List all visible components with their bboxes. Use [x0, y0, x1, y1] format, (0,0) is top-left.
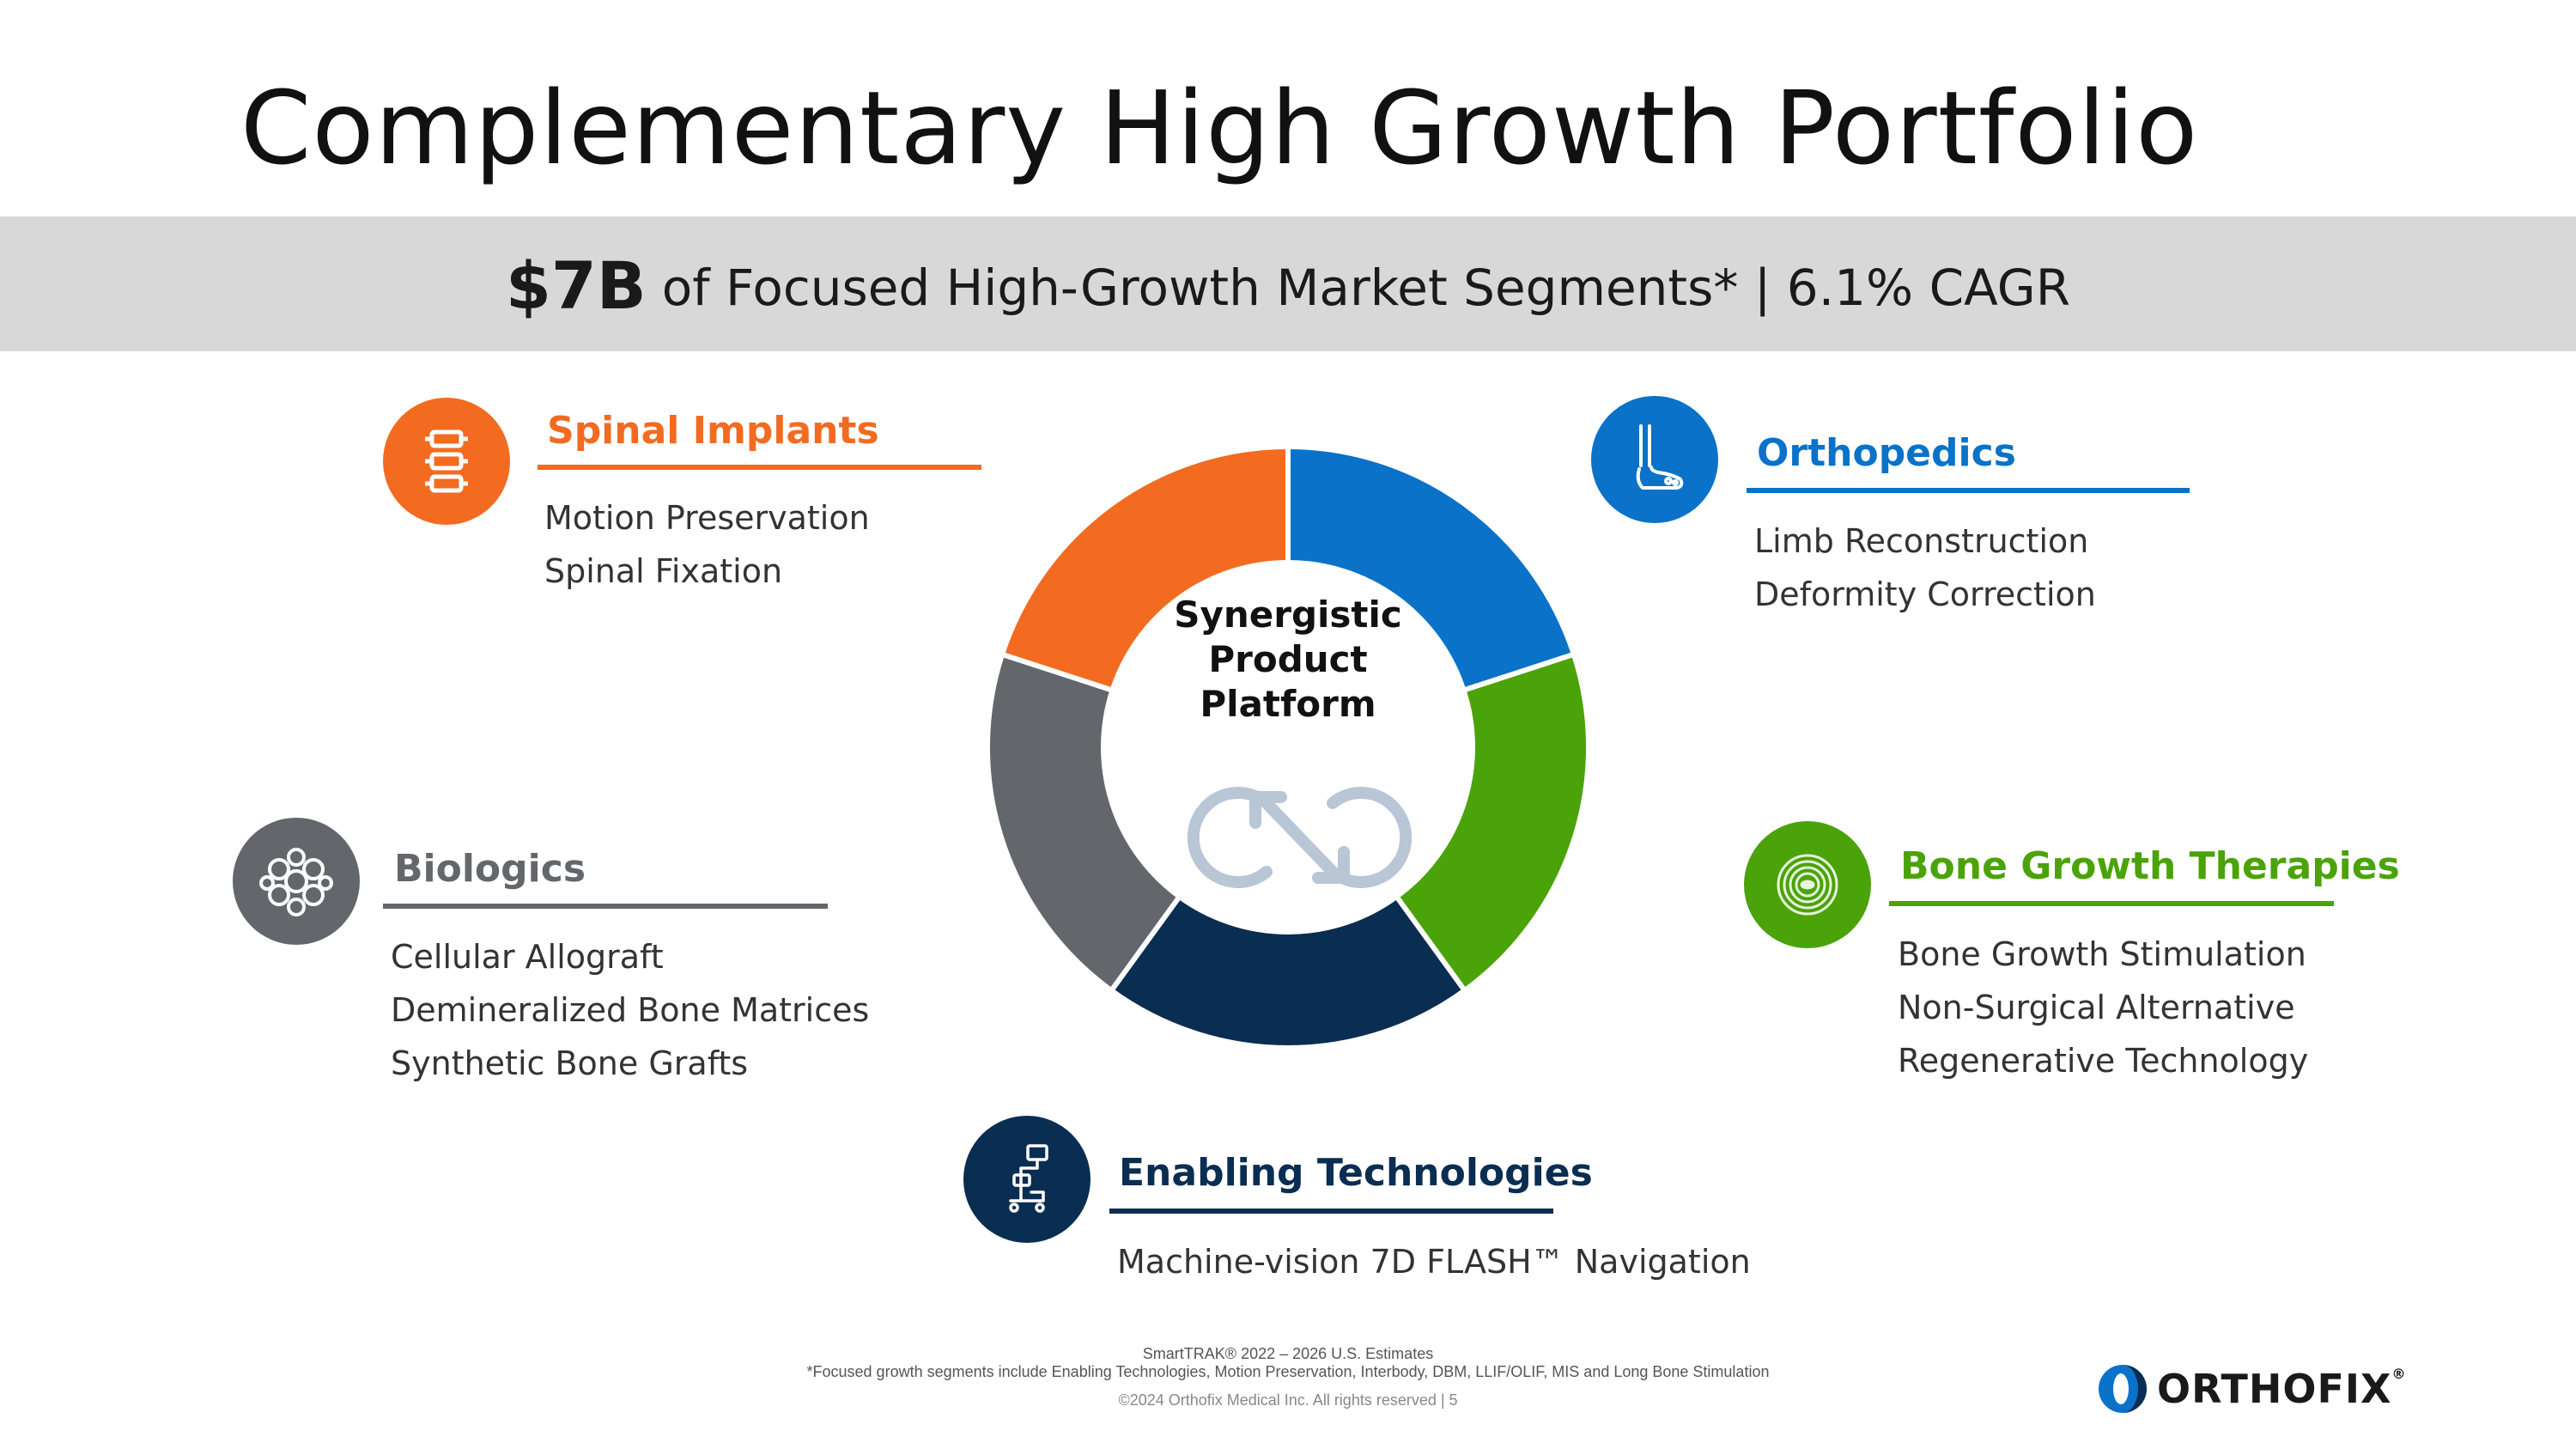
- ring-segment-enabling: [1108, 892, 1468, 1050]
- segment-list-spinal: Motion Preservation Spinal Fixation: [544, 491, 870, 598]
- center-label-line: Product: [1208, 638, 1368, 680]
- market-banner-text: $7B of Focused High-Growth Market Segment…: [0, 247, 2576, 324]
- market-banner: [0, 216, 2576, 351]
- list-item: Spinal Fixation: [544, 552, 783, 590]
- center-label-line: Synergistic: [1174, 594, 1402, 636]
- sync-arrows-icon: [1187, 787, 1413, 888]
- ring-segment-spinal: [999, 443, 1291, 694]
- segment-rule-biologics: [383, 904, 828, 909]
- segment-title-orthopedics: Orthopedics: [1757, 431, 2016, 475]
- segment-title-enabling: Enabling Technologies: [1119, 1151, 1593, 1195]
- logo-wordmark-text: ORTHOFIX: [2157, 1366, 2392, 1412]
- portfolio-ring: [984, 443, 1592, 1050]
- center-label-line: Platform: [1200, 683, 1376, 725]
- segment-title-spinal: Spinal Implants: [547, 409, 879, 453]
- list-item: Machine-vision 7D FLASH™ Navigation: [1117, 1243, 1751, 1281]
- market-size-value: $7B: [506, 247, 647, 324]
- ring-segment-bone-growth: [1393, 651, 1592, 995]
- navigation-cart-icon: [963, 1116, 1091, 1243]
- footnote-source: SmartTRAK® 2022 – 2026 U.S. Estimates: [1142, 1345, 1434, 1362]
- list-item: Deformity Correction: [1754, 575, 2096, 613]
- orthofix-logo-mark-icon: [2099, 1365, 2147, 1413]
- list-item: Bone Growth Stimulation: [1898, 935, 2306, 973]
- foot-bone-icon: [1591, 396, 1718, 523]
- segment-list-biologics: Cellular Allograft Demineralized Bone Ma…: [391, 930, 869, 1090]
- segment-list-bone-growth: Bone Growth Stimulation Non-Surgical Alt…: [1898, 928, 2308, 1087]
- list-item: Regenerative Technology: [1898, 1042, 2309, 1080]
- center-label: Synergistic Product Platform: [1151, 593, 1425, 727]
- list-item: Synthetic Bone Grafts: [391, 1044, 749, 1082]
- segment-rule-orthopedics: [1747, 488, 2190, 493]
- ring-segment-orthopedics: [1285, 443, 1577, 694]
- market-banner-caption: of Focused High-Growth Market Segments* …: [661, 259, 2070, 317]
- spine-vertebra-icon: [383, 398, 510, 525]
- segment-title-biologics: Biologics: [394, 847, 586, 891]
- list-item: Demineralized Bone Matrices: [391, 991, 870, 1029]
- page-title: Complementary High Growth Portfolio: [240, 69, 2199, 187]
- segment-rule-bone-growth: [1889, 901, 2334, 906]
- list-item: Cellular Allograft: [391, 938, 664, 976]
- list-item: Non-Surgical Alternative: [1898, 989, 2295, 1026]
- logo-wordmark: ORTHOFIX®: [2157, 1366, 2406, 1412]
- segment-rule-enabling: [1109, 1209, 1553, 1214]
- segment-list-orthopedics: Limb Reconstruction Deformity Correction: [1754, 514, 2096, 621]
- segment-list-enabling: Machine-vision 7D FLASH™ Navigation: [1117, 1235, 1751, 1288]
- footnote-segments: *Focused growth segments include Enablin…: [806, 1363, 1770, 1380]
- logo-registered-mark: ®: [2391, 1366, 2407, 1382]
- copyright-text: ©2024 Orthofix Medical Inc. All rights r…: [1118, 1391, 1458, 1409]
- ring-segment-biologics: [984, 651, 1183, 995]
- segment-title-bone-growth: Bone Growth Therapies: [1900, 844, 2400, 888]
- orthofix-logo: ORTHOFIX®: [2095, 1361, 2406, 1416]
- list-item: Limb Reconstruction: [1754, 522, 2089, 560]
- segment-rule-spinal: [538, 465, 981, 470]
- concentric-rings-icon: [1744, 821, 1871, 948]
- cell-cluster-icon: [233, 818, 360, 945]
- list-item: Motion Preservation: [544, 499, 870, 537]
